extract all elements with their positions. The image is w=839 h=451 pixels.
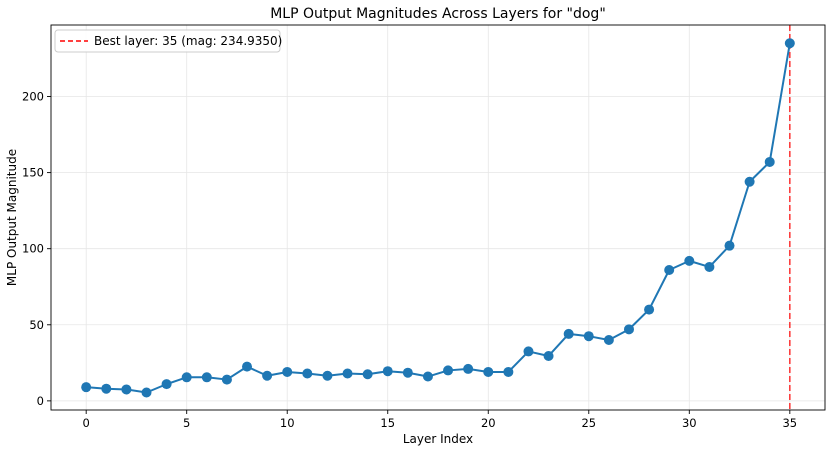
legend-label-best-layer: Best layer: 35 (mag: 234.9350) bbox=[94, 34, 282, 48]
data-point bbox=[443, 365, 454, 376]
x-axis-ticks: 0 5 10 15 20 25 30 35 bbox=[83, 410, 797, 430]
data-point bbox=[583, 331, 594, 342]
data-point bbox=[322, 370, 333, 381]
data-point bbox=[704, 261, 715, 272]
data-point bbox=[422, 371, 433, 382]
series-group bbox=[81, 38, 795, 398]
x-tick-label: 10 bbox=[280, 416, 295, 430]
x-tick-label: 5 bbox=[183, 416, 190, 430]
y-tick-label: 100 bbox=[22, 242, 44, 256]
y-axis-label: MLP Output Magnitude bbox=[5, 149, 19, 286]
x-tick-label: 0 bbox=[83, 416, 90, 430]
x-tick-label: 25 bbox=[581, 416, 596, 430]
data-point bbox=[664, 265, 675, 275]
data-point bbox=[282, 366, 293, 377]
data-point bbox=[463, 363, 474, 374]
data-point bbox=[543, 350, 554, 361]
data-point bbox=[784, 38, 795, 49]
data-point bbox=[503, 366, 514, 377]
data-point bbox=[724, 240, 735, 251]
data-point bbox=[81, 382, 92, 393]
data-point bbox=[402, 367, 413, 378]
data-point bbox=[744, 176, 755, 187]
data-point bbox=[181, 372, 192, 383]
data-point bbox=[684, 255, 695, 266]
data-point bbox=[483, 366, 494, 377]
data-point bbox=[302, 368, 313, 379]
x-tick-label: 30 bbox=[682, 416, 697, 430]
data-point bbox=[262, 370, 273, 381]
data-point bbox=[101, 383, 112, 394]
x-tick-label: 35 bbox=[782, 416, 797, 430]
plot-frame bbox=[50, 24, 826, 411]
chart-title: MLP Output Magnitudes Across Layers for … bbox=[270, 6, 606, 22]
data-point bbox=[603, 335, 614, 345]
legend-box bbox=[54, 29, 281, 53]
y-axis-ticks: 0 50 100 150 200 bbox=[22, 90, 51, 408]
x-axis-label: Layer Index bbox=[403, 432, 473, 446]
data-point bbox=[382, 366, 393, 377]
data-point bbox=[141, 387, 152, 398]
data-point bbox=[523, 346, 534, 357]
data-point bbox=[121, 384, 132, 395]
y-tick-label: 150 bbox=[22, 166, 44, 180]
x-tick-label: 15 bbox=[380, 416, 395, 430]
y-tick-label: 200 bbox=[22, 90, 44, 104]
legend: Best layer: 35 (mag: 234.9350) bbox=[54, 29, 282, 53]
y-tick-label: 50 bbox=[29, 318, 44, 332]
data-point bbox=[563, 328, 574, 339]
data-point bbox=[644, 304, 655, 315]
y-tick-label: 0 bbox=[37, 394, 44, 408]
data-point bbox=[764, 156, 775, 167]
data-point bbox=[221, 374, 232, 385]
data-point bbox=[161, 379, 172, 390]
data-point bbox=[623, 324, 634, 335]
x-tick-label: 20 bbox=[481, 416, 496, 430]
data-point bbox=[201, 372, 212, 383]
data-point bbox=[242, 361, 253, 372]
data-point bbox=[362, 369, 373, 380]
data-point bbox=[342, 368, 353, 379]
grid bbox=[51, 25, 825, 410]
